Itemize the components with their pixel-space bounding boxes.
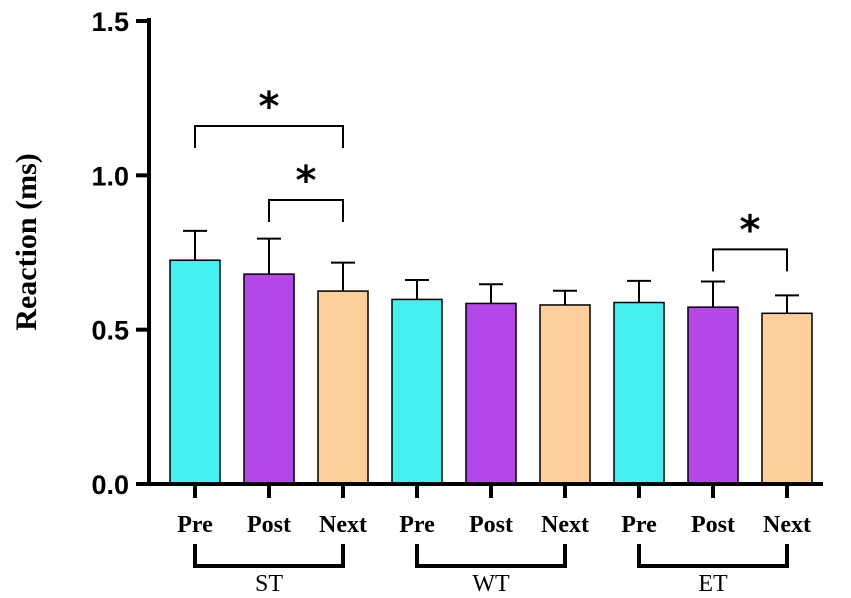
x-tick-label-next: Next — [541, 512, 589, 538]
bar-4 — [465, 302, 517, 485]
bar-5 — [539, 304, 591, 485]
bar-0 — [169, 259, 221, 485]
x-tick-label-post: Post — [247, 512, 291, 538]
bar-2 — [317, 290, 369, 485]
y-axis: 0.0 0.5 1.0 1.5 — [91, 7, 151, 500]
significance-star-0: * — [259, 84, 280, 130]
group-label-et: ET — [698, 571, 728, 597]
y-axis-label: Reaction (ms) — [10, 153, 43, 330]
y-tick-label: 0.5 — [91, 316, 129, 346]
group-label-wt: WT — [472, 571, 510, 597]
group-bracket-wt — [415, 544, 567, 568]
significance-bracket-2 — [712, 248, 788, 272]
significance-bracket-0 — [194, 124, 344, 148]
bar-1 — [243, 273, 295, 485]
group-labels-layer: ST WT ET — [193, 544, 789, 597]
bar-8 — [761, 312, 813, 485]
y-tick-label: 1.0 — [91, 161, 129, 191]
group-label-st: ST — [255, 571, 283, 597]
x-tick-label-pre: Pre — [621, 512, 657, 538]
x-tick-label-pre: Pre — [399, 512, 435, 538]
x-tick-label-next: Next — [763, 512, 811, 538]
group-bracket-et — [637, 544, 789, 568]
x-tick-label-post: Post — [469, 512, 513, 538]
x-tick-label-post: Post — [691, 512, 735, 538]
significance-star-1: * — [296, 158, 317, 204]
significance-bracket-1 — [268, 199, 344, 223]
x-tick-label-pre: Pre — [177, 512, 213, 538]
y-tick-label: 0.0 — [91, 470, 129, 500]
bars-layer — [169, 259, 813, 485]
bar-3 — [391, 298, 443, 485]
y-tick-label: 1.5 — [91, 7, 129, 37]
error-bars-layer — [183, 229, 799, 314]
x-axis: Pre Post Next Pre Post Next Pre Post Next — [147, 482, 823, 538]
bar-6 — [613, 301, 665, 485]
significance-layer: * * * — [194, 84, 788, 272]
significance-star-2: * — [740, 207, 761, 253]
group-bracket-st — [193, 544, 345, 568]
x-tick-label-next: Next — [319, 512, 367, 538]
bar-7 — [687, 306, 739, 485]
